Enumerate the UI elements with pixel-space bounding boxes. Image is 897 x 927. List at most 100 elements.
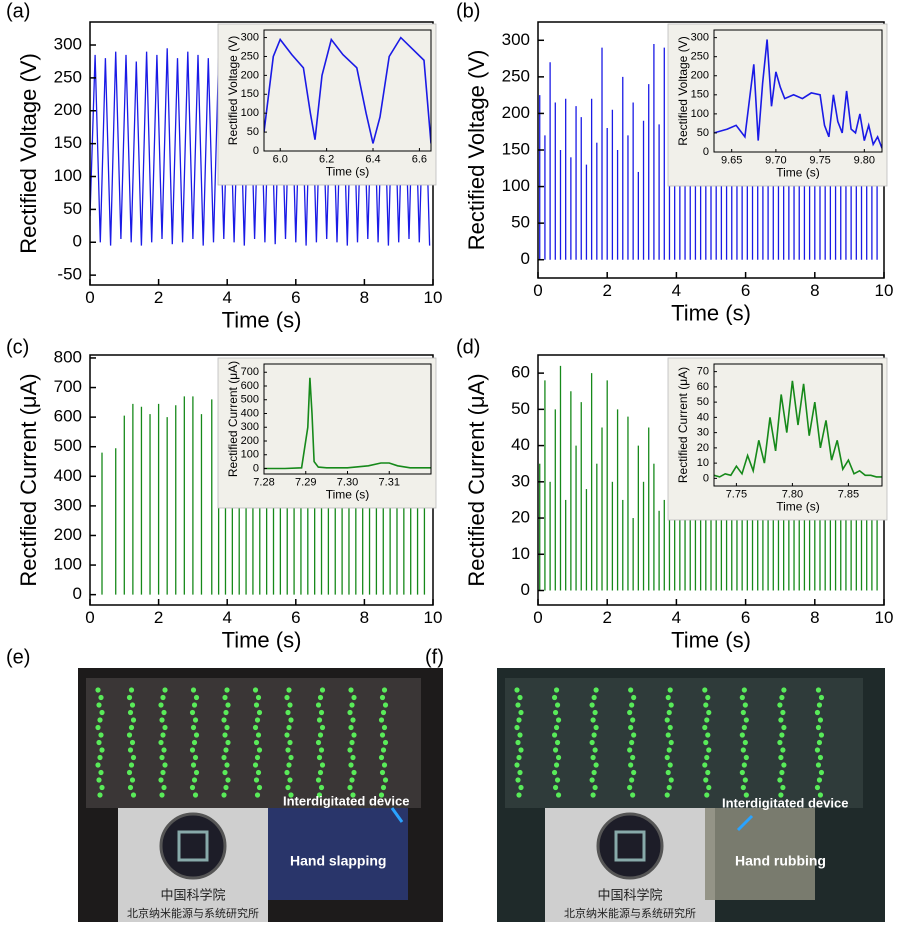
led — [223, 709, 229, 716]
led — [666, 747, 672, 753]
led — [552, 747, 559, 753]
x-tick-label: 7.85 — [838, 489, 859, 501]
led — [223, 747, 229, 753]
panel-label: (a) — [6, 0, 30, 22]
y-tick-label: 40 — [511, 435, 530, 454]
led — [664, 754, 670, 761]
led — [740, 747, 746, 753]
x-tick-label: 9.80 — [854, 155, 875, 167]
led — [126, 732, 133, 738]
led — [631, 769, 637, 776]
led — [158, 739, 164, 746]
led — [95, 724, 101, 731]
y-tick-label: 100 — [54, 555, 82, 574]
led — [99, 747, 105, 753]
led — [629, 739, 635, 746]
y-tick-label: 700 — [241, 366, 259, 378]
led — [818, 769, 825, 776]
led — [814, 747, 821, 753]
y-tick-label: 800 — [54, 347, 82, 366]
led — [315, 702, 322, 708]
led — [778, 792, 784, 798]
led — [349, 739, 355, 746]
y-tick-label: 70 — [697, 366, 709, 378]
x-tick-label: 10 — [424, 288, 443, 307]
y-tick-label: 50 — [511, 399, 530, 418]
y-tick-label: 40 — [697, 411, 709, 423]
y-tick-label: 50 — [697, 396, 709, 408]
led — [381, 724, 388, 731]
led — [128, 687, 135, 693]
logo-text: 北京纳米能源与系统研究所 — [564, 906, 696, 920]
led — [381, 687, 388, 693]
led — [223, 784, 229, 791]
led — [319, 687, 326, 693]
led — [514, 762, 520, 768]
x-tick-label: 10 — [875, 281, 894, 300]
led — [593, 724, 599, 731]
led — [192, 754, 199, 761]
led — [815, 762, 822, 768]
led — [349, 702, 355, 708]
panel-label: (d) — [456, 336, 480, 358]
led — [627, 784, 633, 791]
led-board — [86, 678, 421, 808]
led — [130, 717, 137, 723]
led — [97, 717, 103, 723]
led — [627, 709, 633, 716]
led — [780, 784, 786, 791]
led — [630, 792, 636, 798]
inset-background — [667, 23, 888, 187]
led — [288, 754, 294, 761]
x-tick-label: 9.70 — [765, 155, 786, 167]
led — [705, 694, 711, 701]
led — [816, 777, 823, 783]
y-axis-label: Rectified Current (μA) — [226, 361, 240, 477]
led — [189, 784, 196, 791]
y-tick-label: 0 — [703, 472, 709, 484]
led — [706, 747, 712, 753]
led — [665, 732, 671, 738]
led — [630, 754, 636, 761]
logo-mark — [177, 830, 209, 862]
led — [666, 784, 672, 791]
led — [319, 762, 326, 768]
led — [255, 769, 262, 776]
x-axis-label: Time (s) — [222, 308, 302, 333]
led — [704, 754, 710, 761]
led — [285, 709, 291, 716]
x-tick-label: 7.80 — [782, 489, 803, 501]
led — [816, 739, 823, 746]
data-layer — [264, 36, 431, 144]
led — [817, 754, 824, 761]
x-tick-label: 10 — [875, 608, 894, 627]
y-tick-label: 300 — [54, 34, 82, 53]
x-tick-label: 2 — [154, 608, 163, 627]
panel-label: (f) — [425, 646, 444, 668]
led — [739, 694, 745, 701]
y-tick-label: 300 — [691, 32, 709, 44]
led — [705, 732, 711, 738]
led — [378, 792, 385, 798]
led — [127, 709, 134, 716]
led — [381, 762, 388, 768]
led — [818, 732, 825, 738]
led — [779, 694, 785, 701]
led — [589, 777, 595, 783]
led — [816, 702, 823, 708]
led — [96, 739, 102, 746]
led — [668, 702, 674, 708]
led — [162, 762, 168, 768]
led — [126, 694, 133, 701]
x-axis-label: Time (s) — [671, 301, 751, 326]
x-axis-label: Time (s) — [326, 165, 370, 179]
led — [190, 724, 197, 731]
led — [285, 784, 291, 791]
led — [99, 784, 105, 791]
led — [743, 792, 749, 798]
led — [779, 732, 785, 738]
led — [350, 754, 356, 761]
led — [160, 694, 166, 701]
y-tick-label: 0 — [253, 145, 259, 157]
led — [160, 732, 166, 738]
